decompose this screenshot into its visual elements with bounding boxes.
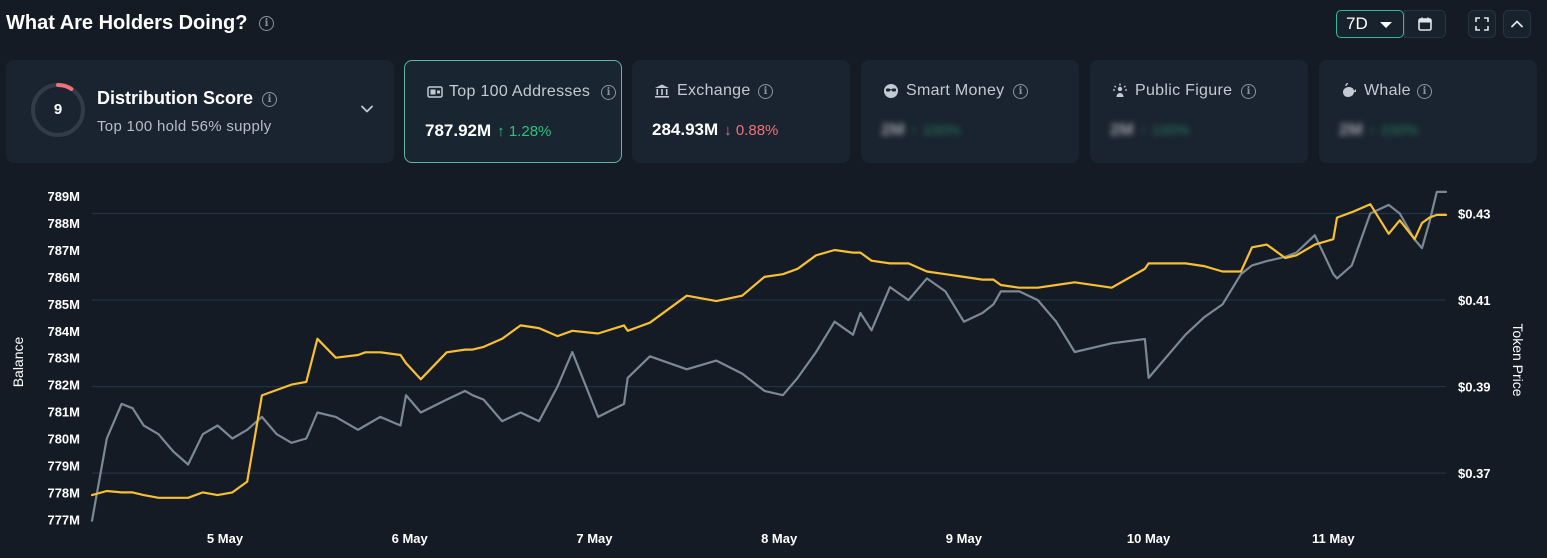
card-value: 284.93M ↓ 0.88%: [652, 120, 778, 140]
arrow-up-icon: ↑: [1368, 122, 1381, 139]
card-info-icon[interactable]: i: [1013, 84, 1028, 99]
x-tick-label: 8 May: [761, 531, 798, 546]
y2-tick-label: $0.37: [1458, 466, 1491, 481]
chevron-down-icon: [1380, 22, 1392, 28]
card-label: Top 100 Addresses: [449, 83, 591, 100]
card-value-number: 284.93M: [652, 120, 719, 139]
card-change-value: 0.88%: [735, 122, 779, 139]
y2-tick-label: $0.39: [1458, 380, 1491, 395]
balance-price-chart[interactable]: 777M 778M 779M 780M 781M 782M 783M 784M 785M 786M…: [0, 170, 1547, 558]
card-value: 2M ↑ 100%: [1339, 120, 1419, 140]
y-tick-label: 777M: [47, 512, 80, 527]
whale-icon: [1343, 83, 1356, 97]
y2-tick-label: $0.43: [1458, 207, 1491, 222]
card-value: 2M ↑ 100%: [881, 120, 961, 140]
score-value: 9: [53, 101, 63, 118]
card-change: ↑ 1.28%: [497, 123, 551, 140]
card-info-icon[interactable]: i: [758, 84, 773, 99]
card-value-number: 2M: [1339, 120, 1363, 139]
y2-tick-label: $0.41: [1458, 293, 1491, 308]
price-series-line: [90, 190, 1448, 522]
y-tick-label: 782M: [47, 378, 80, 393]
bank-icon: [655, 84, 669, 98]
card-info-icon[interactable]: i: [1417, 84, 1432, 99]
y-axis-ticks: 777M 778M 779M 780M 781M 782M 783M 784M 785M 786M…: [47, 189, 80, 527]
distribution-score-card[interactable]: 9 Distribution Score i Top 100 hold 56% …: [6, 60, 394, 163]
y-tick-label: 787M: [47, 243, 80, 258]
x-tick-label: 6 May: [392, 531, 429, 546]
score-title: Distribution Score: [97, 88, 254, 108]
chart-grid: [92, 212, 1446, 474]
y-axis-label: Balance: [10, 336, 26, 387]
y-tick-label: 785M: [47, 297, 80, 312]
card-change: ↑ 100%: [1369, 122, 1419, 139]
y-tick-label: 781M: [47, 405, 80, 420]
y-tick-label: 789M: [47, 189, 80, 204]
y-tick-label: 786M: [47, 270, 80, 285]
title-info-icon[interactable]: i: [259, 16, 274, 31]
balance-series-line: [90, 203, 1448, 499]
y-tick-label: 788M: [47, 216, 80, 231]
card-info-icon[interactable]: i: [1241, 84, 1256, 99]
card-change-value: 100%: [1380, 122, 1419, 139]
chevron-down-icon[interactable]: [360, 104, 374, 114]
x-tick-label: 10 May: [1127, 531, 1171, 546]
card-value-number: 787.92M: [425, 121, 492, 140]
header: What Are Holders Doing? i 7D: [0, 0, 1547, 52]
card-label: Public Figure: [1135, 82, 1233, 99]
card-whale[interactable]: Whale i 2M ↑ 100%: [1319, 60, 1537, 163]
x-axis-ticks: 5 May 6 May 7 May 8 May 9 May 10 May 11 May: [207, 531, 1355, 546]
score-gauge: [31, 83, 85, 137]
card-info-icon[interactable]: i: [601, 85, 616, 100]
arrow-up-icon: ↑: [910, 122, 923, 139]
card-label: Exchange: [677, 82, 751, 99]
card-label: Smart Money: [906, 82, 1005, 99]
y-tick-label: 778M: [47, 485, 80, 500]
x-tick-label: 9 May: [946, 531, 983, 546]
card-smart-money[interactable]: Smart Money i 2M ↑ 100%: [861, 60, 1079, 163]
score-info-icon[interactable]: i: [262, 92, 277, 107]
card-change: ↑ 100%: [911, 122, 961, 139]
card-public-figure[interactable]: Public Figure i 2M ↑ 100%: [1090, 60, 1308, 163]
period-select[interactable]: 7D: [1336, 10, 1404, 38]
y-tick-label: 783M: [47, 351, 80, 366]
x-tick-label: 5 May: [207, 531, 244, 546]
card-change-value: 100%: [922, 122, 961, 139]
fullscreen-icon: [1475, 17, 1489, 31]
arrow-up-icon: ↑: [1139, 122, 1152, 139]
wallet-icon: [427, 86, 443, 98]
x-tick-label: 7 May: [576, 531, 613, 546]
collapse-button[interactable]: [1503, 10, 1531, 38]
card-top-100-addresses[interactable]: Top 100 Addresses i 787.92M ↑ 1.28%: [404, 60, 622, 163]
card-value-number: 2M: [1110, 120, 1134, 139]
period-select-value: 7D: [1346, 14, 1368, 33]
card-change-value: 100%: [1151, 122, 1190, 139]
calendar-icon: [1418, 17, 1432, 31]
x-tick-label: 11 May: [1312, 531, 1355, 546]
page-title: What Are Holders Doing?: [6, 12, 248, 34]
chart-series: [90, 190, 1448, 522]
card-change-value: 1.28%: [508, 123, 552, 140]
y2-axis-label: Token Price: [1510, 323, 1526, 396]
card-change: ↓ 0.88%: [724, 122, 778, 139]
fullscreen-button[interactable]: [1468, 10, 1496, 38]
y-tick-label: 780M: [47, 432, 80, 447]
arrow-down-icon: ↓: [724, 122, 736, 139]
card-value-number: 2M: [881, 120, 905, 139]
sunglasses-icon: [884, 84, 898, 98]
score-subtitle: Top 100 hold 56% supply: [97, 118, 272, 135]
arrow-up-icon: ↑: [497, 123, 509, 140]
metric-cards: 9 Distribution Score i Top 100 hold 56% …: [0, 60, 1547, 163]
y2-axis-ticks: $0.37 $0.39 $0.41 $0.43: [1458, 207, 1491, 482]
card-label: Whale: [1364, 82, 1411, 99]
chevron-up-icon: [1511, 20, 1523, 28]
card-change: ↑ 100%: [1140, 122, 1190, 139]
y-tick-label: 779M: [47, 458, 80, 473]
card-value: 2M ↑ 100%: [1110, 120, 1190, 140]
card-value: 787.92M ↑ 1.28%: [425, 121, 551, 141]
card-exchange[interactable]: Exchange i 284.93M ↓ 0.88%: [632, 60, 850, 163]
megaphone-icon: [1113, 83, 1127, 97]
calendar-button[interactable]: [1404, 10, 1446, 38]
y-tick-label: 784M: [47, 324, 80, 339]
